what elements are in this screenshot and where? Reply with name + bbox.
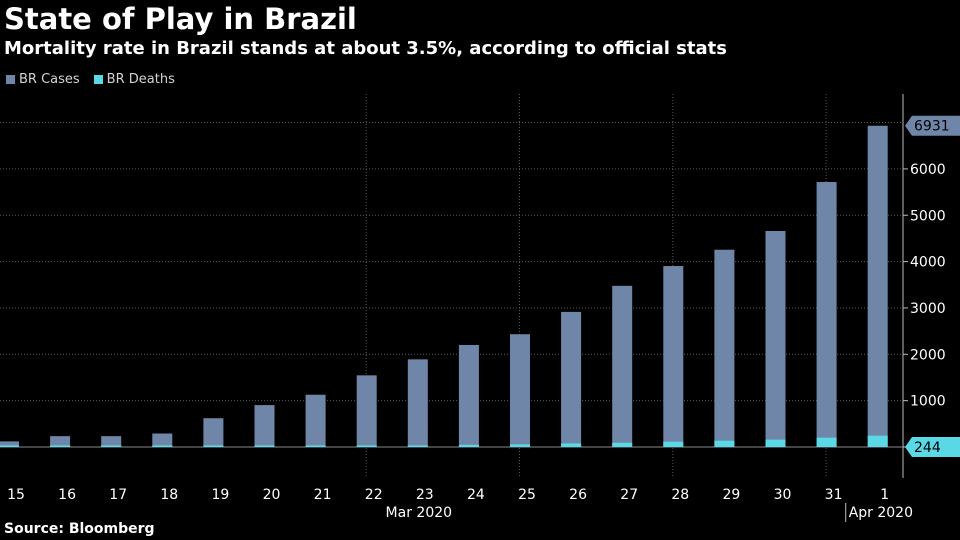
bar-deaths-31 bbox=[816, 437, 837, 447]
bar-cases-26 bbox=[561, 311, 582, 447]
bar-deaths-18 bbox=[152, 445, 173, 447]
x-tick-label-17: 17 bbox=[109, 487, 127, 503]
x-tick-label-16: 16 bbox=[58, 487, 76, 503]
bar-cases-30 bbox=[765, 230, 786, 447]
last-value-cases-flag bbox=[905, 115, 960, 136]
x-tick-label-21: 21 bbox=[314, 487, 332, 503]
bar-cases-19 bbox=[203, 418, 224, 447]
bar-cases-15 bbox=[0, 441, 19, 447]
bar-deaths-22 bbox=[356, 445, 377, 447]
bar-cases-1 bbox=[867, 125, 888, 447]
x-tick-label-22: 22 bbox=[365, 487, 383, 503]
bar-cases-29 bbox=[714, 249, 735, 447]
y-tick-label-4000: 4000 bbox=[910, 255, 946, 271]
y-tick-label-2000: 2000 bbox=[910, 347, 946, 363]
x-tick-label-23: 23 bbox=[416, 487, 434, 503]
bar-deaths-19 bbox=[203, 445, 224, 447]
bar-deaths-20 bbox=[254, 445, 275, 447]
y-tick-label-5000: 5000 bbox=[910, 208, 946, 224]
bar-deaths-17 bbox=[101, 445, 122, 447]
x-tick-label-20: 20 bbox=[263, 487, 281, 503]
x-tick-label-26: 26 bbox=[569, 487, 587, 503]
bar-deaths-27 bbox=[612, 442, 633, 447]
x-tick-label-28: 28 bbox=[671, 487, 689, 503]
bar-deaths-23 bbox=[407, 445, 428, 447]
legend-swatch-deaths bbox=[93, 75, 103, 84]
chart-title: State of Play in Brazil bbox=[4, 2, 357, 36]
x-tick-label-15: 15 bbox=[7, 487, 25, 503]
last-value-cases-label: 6931 bbox=[914, 119, 950, 135]
source-note: Source: Bloomberg bbox=[4, 521, 155, 537]
bar-deaths-25 bbox=[510, 444, 530, 447]
y-tick-label-6000: 6000 bbox=[910, 162, 946, 178]
bar-deaths-16 bbox=[50, 445, 71, 447]
bar-cases-17 bbox=[101, 436, 122, 447]
bar-cases-31 bbox=[816, 182, 837, 448]
y-tick-label-1000: 1000 bbox=[910, 394, 946, 410]
legend-item-cases: BR Cases bbox=[6, 72, 80, 87]
x-tick-label-18: 18 bbox=[160, 487, 178, 503]
bar-deaths-15 bbox=[0, 445, 19, 447]
bar-cases-23 bbox=[407, 359, 428, 447]
bar-deaths-21 bbox=[305, 445, 326, 447]
bar-deaths-26 bbox=[561, 443, 582, 447]
bar-deaths-1 bbox=[867, 435, 888, 447]
bar-cases-24 bbox=[458, 344, 479, 447]
month-label-apr: Apr 2020 bbox=[849, 505, 913, 521]
chart-subtitle: Mortality rate in Brazil stands at about… bbox=[4, 38, 727, 59]
x-tick-label-29: 29 bbox=[722, 487, 740, 503]
bar-cases-21 bbox=[305, 394, 326, 447]
x-tick-label-31: 31 bbox=[825, 487, 843, 503]
x-tick-label-30: 30 bbox=[774, 487, 792, 503]
x-tick-label-24: 24 bbox=[467, 487, 485, 503]
x-tick-label-27: 27 bbox=[620, 487, 638, 503]
x-tick-label-25: 25 bbox=[518, 487, 536, 503]
x-tick-label-19: 19 bbox=[211, 487, 229, 503]
last-value-deaths-label: 244 bbox=[914, 440, 941, 456]
bar-cases-25 bbox=[510, 334, 530, 447]
bar-cases-16 bbox=[50, 436, 71, 447]
bar-deaths-28 bbox=[663, 441, 684, 447]
legend-label-deaths: BR Deaths bbox=[106, 72, 175, 87]
bar-deaths-29 bbox=[714, 440, 735, 447]
legend-label-cases: BR Cases bbox=[19, 72, 80, 87]
bar-cases-27 bbox=[612, 285, 633, 447]
bar-cases-28 bbox=[663, 266, 684, 447]
bar-cases-18 bbox=[152, 433, 173, 447]
legend-swatch-cases bbox=[6, 75, 15, 84]
y-tick-label-3000: 3000 bbox=[910, 301, 946, 317]
bar-deaths-24 bbox=[458, 444, 479, 447]
bar-deaths-30 bbox=[765, 439, 786, 447]
legend-item-deaths: BR Deaths bbox=[93, 72, 175, 87]
month-label-mar: Mar 2020 bbox=[386, 505, 453, 521]
bar-cases-20 bbox=[254, 405, 275, 447]
chart-legend: BR Cases BR Deaths bbox=[6, 72, 175, 87]
bar-cases-22 bbox=[356, 375, 377, 447]
last-value-deaths-flag bbox=[905, 437, 960, 457]
x-tick-label-1: 1 bbox=[880, 487, 889, 503]
